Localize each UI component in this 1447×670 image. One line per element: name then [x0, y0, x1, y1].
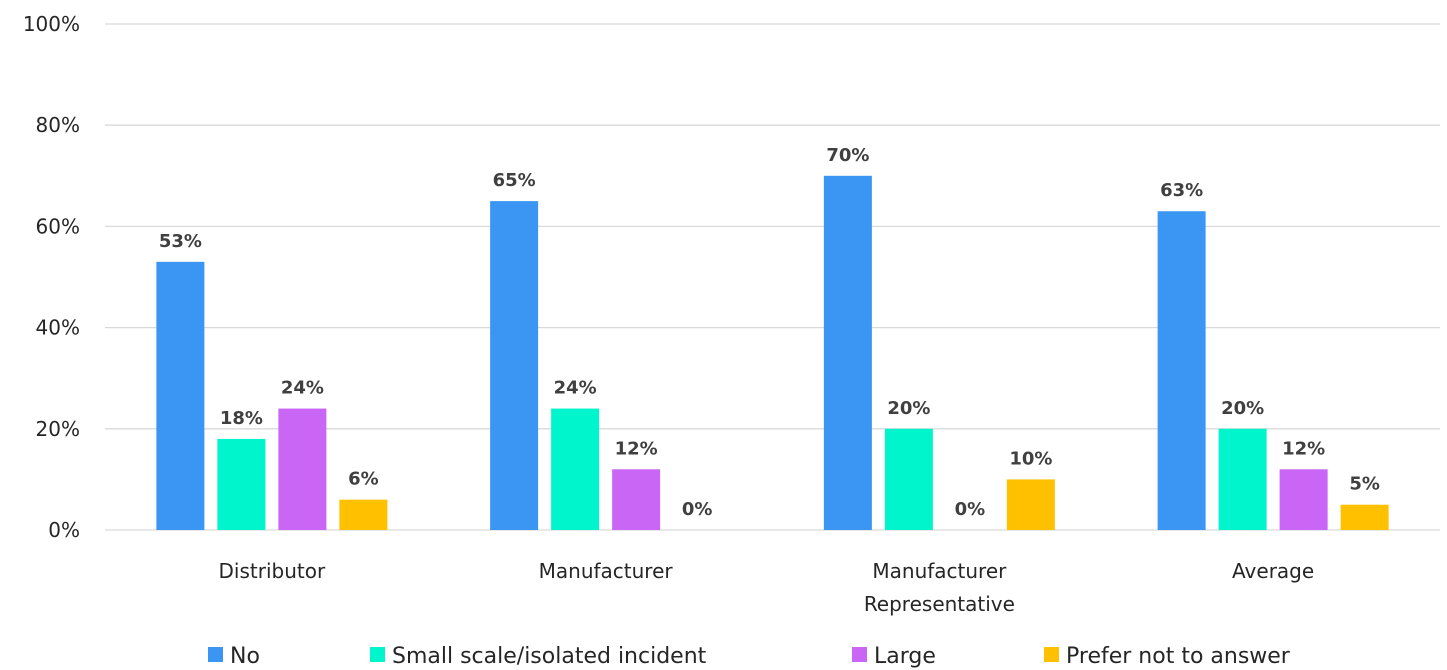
data-label: 65%	[493, 170, 536, 191]
y-tick-label: 100%	[23, 12, 80, 36]
data-label: 12%	[615, 438, 658, 459]
bar	[278, 408, 327, 530]
legend-label: Small scale/isolated incident	[392, 644, 707, 669]
data-label: 12%	[1282, 438, 1325, 459]
data-label: 0%	[682, 499, 713, 520]
data-label: 10%	[1009, 448, 1052, 469]
data-label: 24%	[554, 378, 597, 399]
data-label: 53%	[159, 231, 202, 252]
y-tick-label: 60%	[36, 214, 80, 238]
data-label: 24%	[281, 378, 324, 399]
bar	[1340, 504, 1389, 530]
bar	[823, 175, 872, 531]
bars	[156, 175, 1389, 531]
bar	[217, 438, 266, 530]
legend-label: Large	[874, 644, 936, 669]
bar	[156, 261, 205, 530]
x-category-label: Distributor	[219, 559, 326, 583]
y-tick-label: 80%	[36, 113, 80, 137]
bar	[551, 408, 600, 530]
x-axis-categories: Distributor Manufacturer Manufacturer Repre…	[219, 559, 1315, 616]
data-label: 63%	[1160, 180, 1203, 201]
legend-swatch	[208, 647, 223, 662]
legend-swatch	[1044, 647, 1059, 662]
x-category-label: Manufacturer	[539, 559, 674, 583]
data-label: 0%	[955, 499, 986, 520]
bar	[490, 201, 539, 530]
x-category-label: Average	[1232, 559, 1314, 583]
bar	[1279, 469, 1328, 530]
data-label: 20%	[1221, 398, 1264, 419]
bar	[339, 499, 388, 530]
legend-label: Prefer not to answer	[1066, 644, 1291, 669]
legend-label: No	[230, 644, 260, 669]
y-tick-label: 40%	[36, 316, 80, 340]
data-label: 18%	[220, 408, 263, 429]
bar	[884, 428, 933, 530]
data-label: 20%	[887, 398, 930, 419]
legend-swatch	[852, 647, 867, 662]
gridlines	[105, 23, 1440, 531]
data-label: 6%	[348, 469, 379, 490]
y-axis-ticks: 0% 20% 40% 60% 80% 100%	[23, 12, 80, 542]
legend: No Small scale/isolated incident Large Pref…	[208, 644, 1291, 669]
data-label: 5%	[1349, 474, 1380, 495]
data-label: 70%	[826, 145, 869, 166]
x-category-label: Manufacturer	[872, 559, 1007, 583]
data-labels: 53% 18% 24% 6% 65% 24% 12% 0% 70% 20% 0% 10% 63% 20% 1…	[159, 145, 1380, 520]
y-tick-label: 20%	[36, 417, 80, 441]
bar	[1157, 211, 1206, 530]
bar	[1006, 479, 1055, 530]
legend-swatch	[370, 647, 385, 662]
x-category-label: Representative	[864, 592, 1015, 616]
bar	[1218, 428, 1267, 530]
bar	[612, 469, 661, 530]
y-tick-label: 0%	[48, 518, 80, 542]
